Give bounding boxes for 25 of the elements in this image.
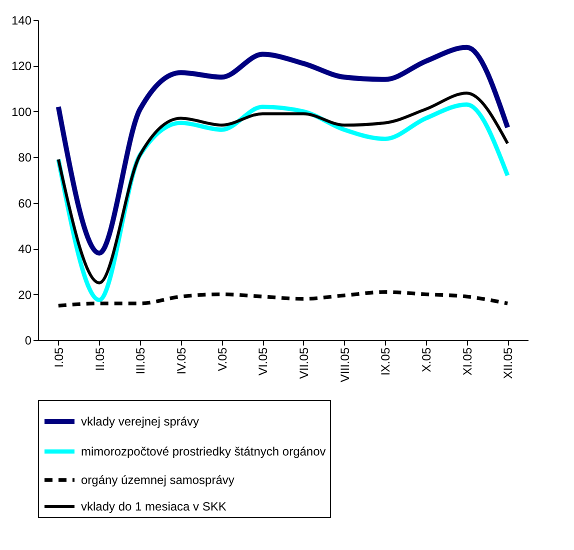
y-tick-label: 140 <box>11 14 32 28</box>
x-tick-label: IV.05 <box>174 347 188 374</box>
y-tick-label: 100 <box>11 104 32 119</box>
y-tick-label: 20 <box>18 288 32 302</box>
x-tick-label: X.05 <box>419 347 434 372</box>
legend-label: vklady verejnej správy <box>81 414 200 428</box>
x-tick-label: VIII.05 <box>338 347 352 382</box>
legend-label: orgány územnej samosprávy <box>81 473 234 487</box>
x-tick-label: XI.05 <box>460 347 474 376</box>
y-tick-label: 120 <box>11 59 32 74</box>
x-tick-label: IX.05 <box>378 347 393 376</box>
y-tick-label: 60 <box>18 196 32 210</box>
x-tick-label: VI.05 <box>256 347 270 376</box>
line-series <box>56 290 510 308</box>
y-tick-label: 0 <box>24 334 32 348</box>
x-tick-label: V.05 <box>215 347 230 372</box>
x-tick-label: II.05 <box>92 347 107 371</box>
legend-label: mimorozpočtové prostriedky štátnych orgánov <box>81 444 326 458</box>
y-tick-label: 80 <box>18 150 32 165</box>
x-tick-label: III.05 <box>134 347 148 374</box>
y-tick-label: 40 <box>18 242 32 256</box>
x-tick-label: I.05 <box>52 347 66 368</box>
x-tick-label: VII.05 <box>296 347 311 379</box>
x-tick-label: XII.05 <box>501 347 516 379</box>
legend-label: vklady do 1 mesiaca v SKK <box>81 500 226 514</box>
